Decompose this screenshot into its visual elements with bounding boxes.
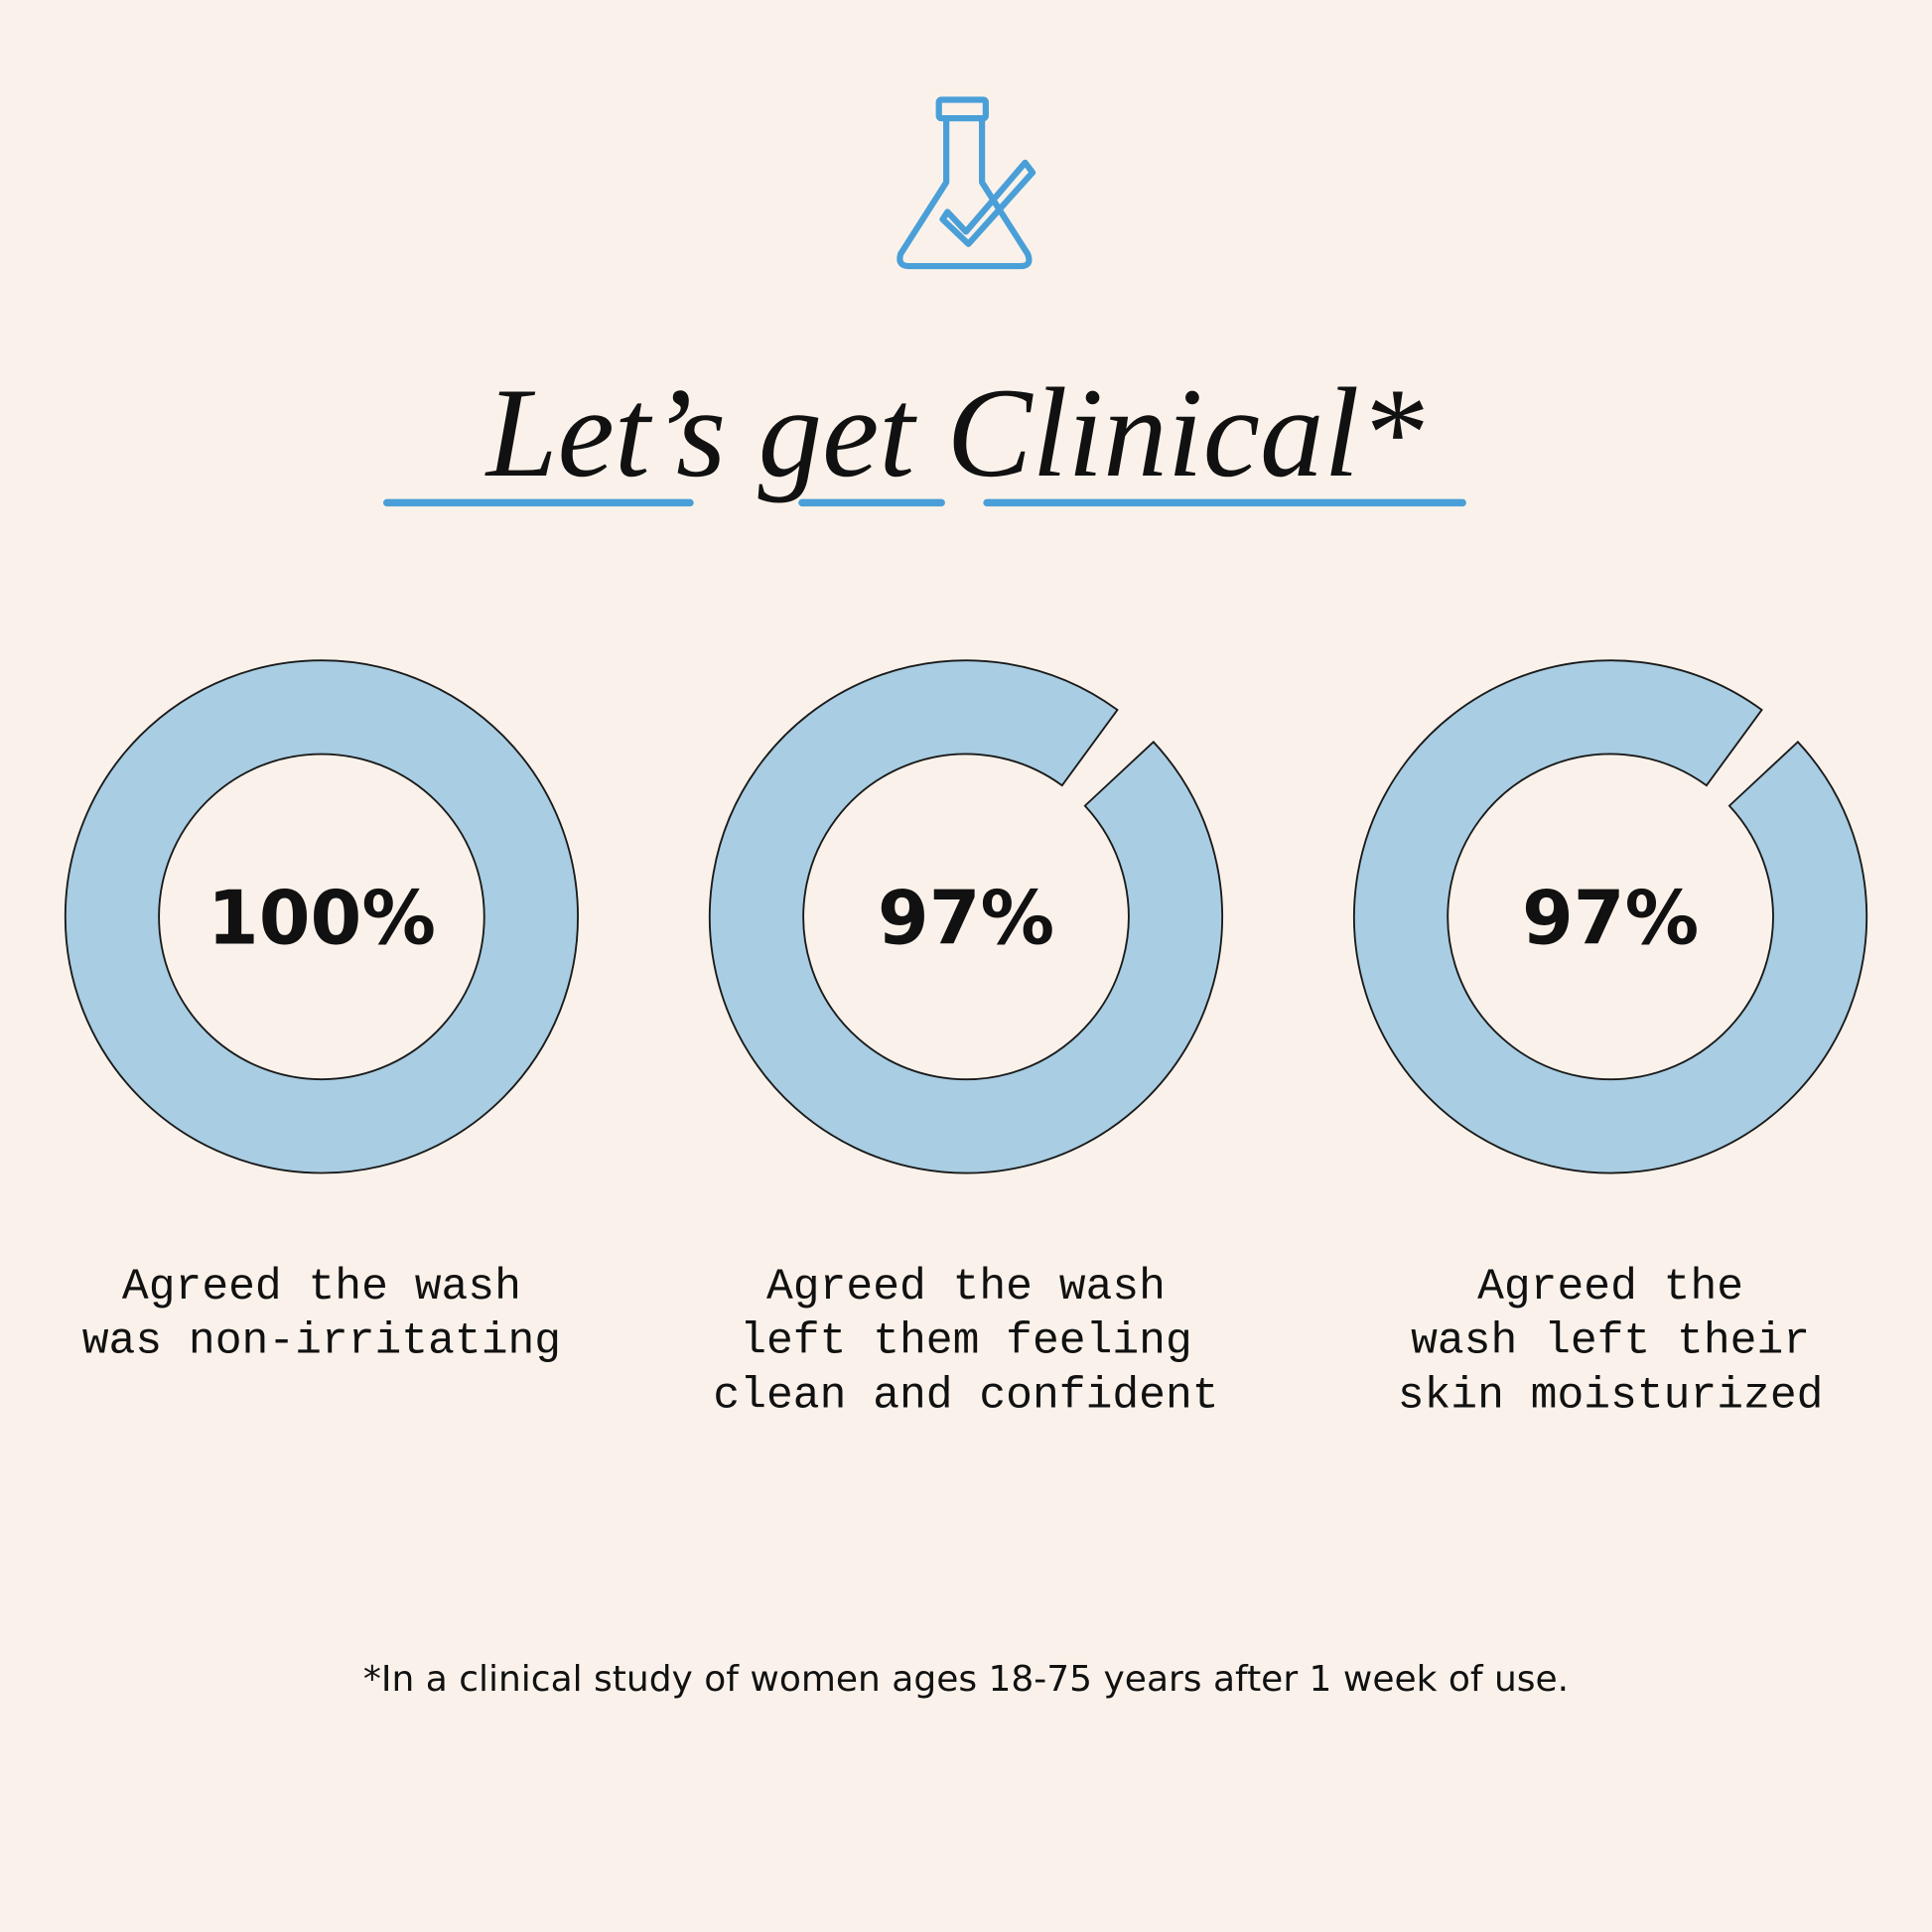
footnote: *In a clinical study of women ages 18-75… bbox=[363, 1659, 1569, 1700]
caption-line: wash left their bbox=[1411, 1317, 1810, 1367]
caption-line: Agreed the bbox=[1477, 1263, 1743, 1312]
donut-ring bbox=[64, 659, 579, 1174]
caption-line: left them feeling bbox=[740, 1317, 1192, 1367]
caption-line: Agreed the wash bbox=[766, 1263, 1166, 1312]
donut-ring bbox=[1353, 659, 1868, 1174]
title: Let’s get Clinical* bbox=[484, 361, 1425, 503]
value-label: 97% bbox=[878, 876, 1054, 962]
flask-icon bbox=[897, 96, 1036, 270]
caption-line: was non-irritating bbox=[82, 1317, 561, 1367]
value-label: 100% bbox=[207, 876, 436, 962]
caption-line: clean and confident bbox=[713, 1371, 1218, 1421]
caption-line: skin moisturized bbox=[1398, 1371, 1824, 1421]
caption-line: Agreed the wash bbox=[122, 1263, 521, 1312]
value-label: 97% bbox=[1522, 876, 1699, 962]
charts: 100% Agreed the wash was non-irritating 97%… bbox=[64, 659, 1868, 1421]
donut-ring bbox=[708, 659, 1223, 1174]
